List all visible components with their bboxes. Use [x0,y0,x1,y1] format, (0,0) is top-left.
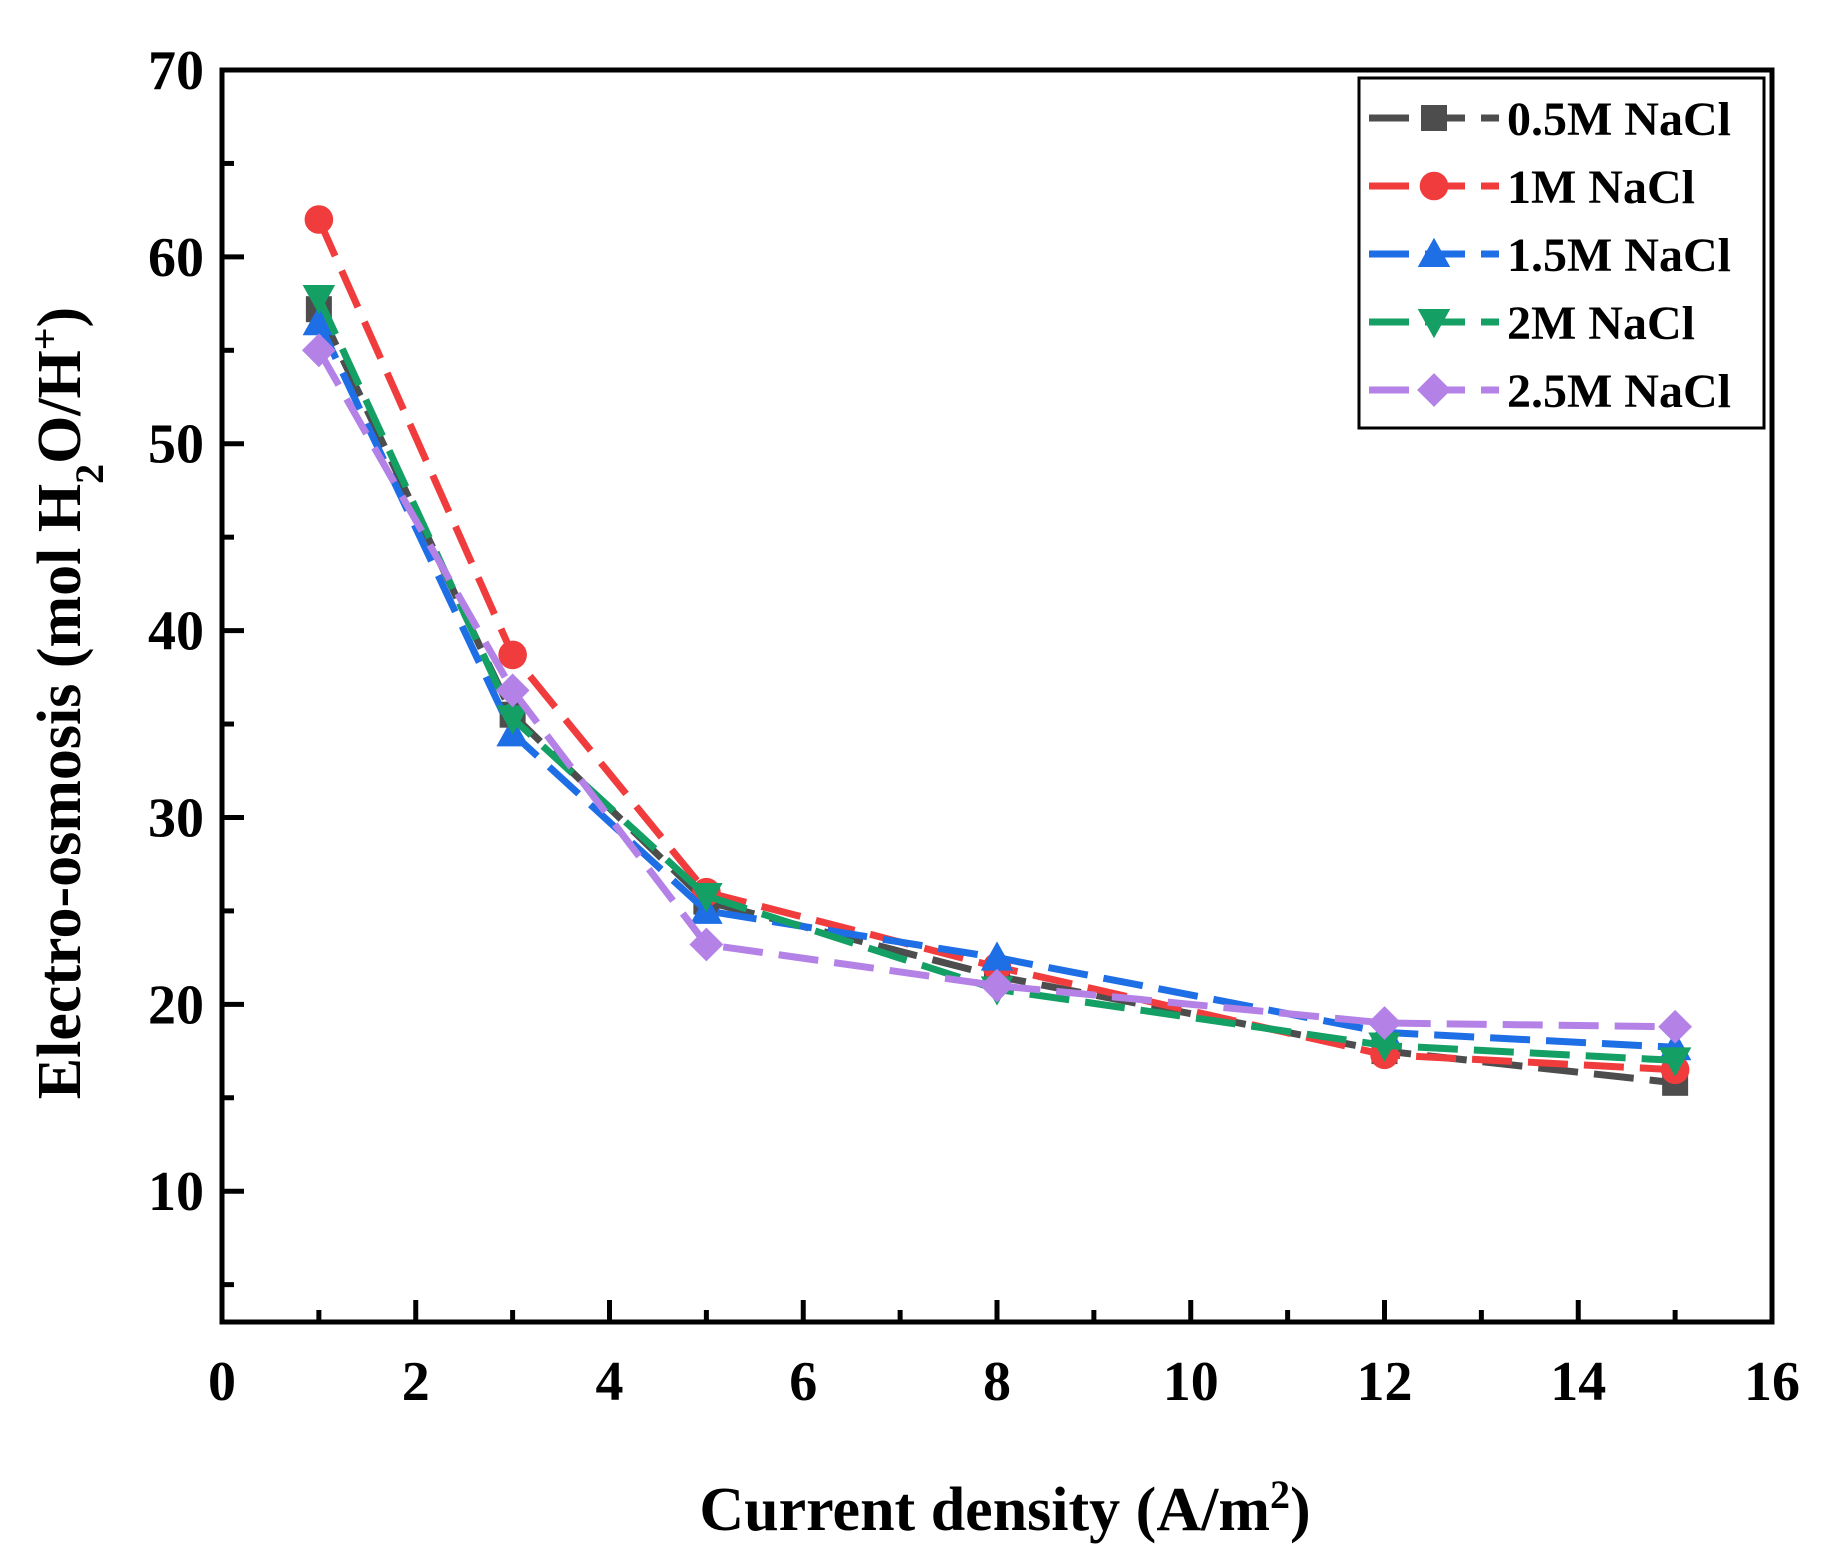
x-tick-label: 0 [208,1351,236,1413]
x-tick-label: 12 [1357,1351,1413,1413]
legend-marker [1421,105,1447,131]
x-axis-title-close: ) [1290,1476,1311,1544]
legend-label: 1M NaCl [1507,161,1695,214]
legend-entry: 1M NaCl [1369,161,1695,214]
y-tick-label: 30 [148,787,204,849]
legend-marker [1417,237,1451,267]
y-tick-label: 60 [148,227,204,289]
series-line [315,218,1676,1074]
legend-entry: 2.5M NaCl [1369,365,1731,418]
x-axis-title-superscript: 2 [1270,1472,1290,1517]
x-tick-label: 2 [402,1351,430,1413]
x-tick-label: 10 [1163,1351,1219,1413]
ticks-layer: 0 2 4 6 8 10 12 14 16 10 20 30 40 50 60 70 [148,40,1800,1413]
legend-label: 2M NaCl [1507,297,1695,350]
data-point [1367,1006,1402,1040]
x-axis-title-main: Current density (A/m [699,1476,1270,1544]
x-tick-label: 14 [1550,1351,1606,1413]
data-point [496,705,529,735]
data-point [498,640,527,670]
legend-marker [1417,309,1451,339]
x-tick-label: 4 [596,1351,624,1413]
series-4 [301,333,1693,1044]
legend-entry: 1.5M NaCl [1369,229,1731,282]
data-point [1658,1009,1693,1044]
y-tick-label: 50 [148,414,204,476]
series-3 [302,284,1692,1077]
data-point [980,968,1014,1003]
data-point [304,205,334,234]
y-axis-title-subscript: 2 [67,464,112,484]
series-line [315,296,1676,1064]
x-tick-label: 16 [1744,1351,1800,1413]
y-axis-title: Electro-osmosis (mol H2O/H+) [22,307,112,1099]
plot-frame [219,67,1775,1325]
y-axis-title-part3: ) [26,307,94,328]
y-axis-title-superscript: + [22,327,67,350]
y-axis-title-part1: Electro-osmosis (mol H [26,484,94,1099]
y-tick-label: 20 [148,974,204,1036]
data-point [301,333,336,368]
legend-label: 1.5M NaCl [1507,229,1731,282]
data-point [980,941,1014,971]
y-axis-title-part2: O/H [26,350,94,464]
data-point [302,306,336,336]
series-line [315,320,1676,1051]
series-line [315,348,1676,1031]
series-layer [301,205,1693,1096]
legend-entry: 0.5M NaCl [1369,93,1731,146]
x-tick-label: 6 [789,1351,817,1413]
legend: 0.5M NaCl 1M NaCl 1.5M NaCl 2M NaCl 2.5M NaC… [1357,76,1766,430]
legend-entry: 2M NaCl [1369,297,1695,350]
y-tick-label: 70 [148,40,204,102]
data-point [495,673,530,708]
data-point [690,882,723,913]
legend-marker [1419,171,1449,201]
legend-label: 2.5M NaCl [1507,365,1731,418]
legend-label: 0.5M NaCl [1507,93,1731,146]
legend-marker [1417,373,1451,407]
y-tick-label: 10 [148,1161,204,1223]
data-point [689,927,724,962]
y-tick-label: 40 [148,601,204,663]
data-point [1658,1047,1692,1077]
data-point [302,284,336,315]
x-axis-title: Current density (A/m2) [699,1472,1310,1545]
data-point [1368,1032,1401,1062]
x-tick-label: 8 [983,1351,1011,1413]
